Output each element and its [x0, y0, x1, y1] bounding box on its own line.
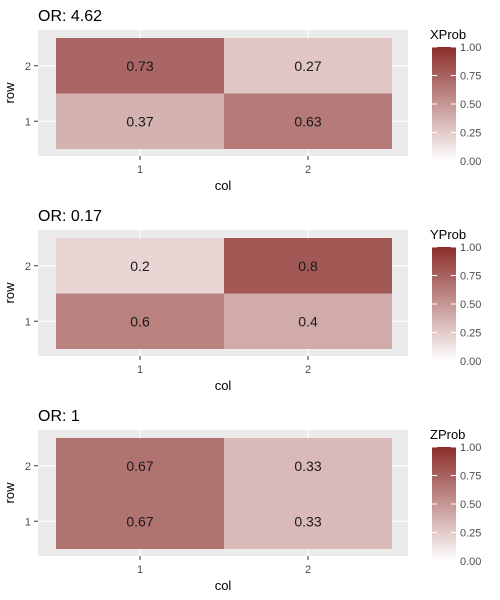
- heatmap-tile: [56, 493, 224, 549]
- chart-title: OR: 1: [38, 408, 80, 425]
- legend-tick-label: 0.25: [460, 328, 481, 340]
- x-tick-label: 2: [305, 564, 311, 576]
- x-tick-label: 2: [305, 164, 311, 176]
- legend-tick-label: 1.00: [460, 442, 481, 454]
- legend-tick-label: 0.25: [460, 128, 481, 140]
- heatmap-panel: OR: 1 0.67 0.33 0.67 0.33 1 2 1 2 col row ZProb 0.00…: [2, 408, 481, 593]
- x-axis-title: col: [215, 578, 232, 593]
- tile-value-label: 0.37: [126, 113, 153, 129]
- color-legend: YProb 0.00 0.25 0.50 0.75 1.00: [430, 227, 481, 368]
- y-tick-label: 1: [25, 116, 31, 128]
- legend-tick-label: 0.50: [460, 499, 481, 511]
- legend-tick-label: 0.00: [460, 556, 481, 568]
- legend-tick-label: 0.25: [460, 528, 481, 540]
- x-axis-title: col: [215, 378, 232, 393]
- legend-tick-label: 0.75: [460, 71, 481, 83]
- y-axis-title: row: [2, 282, 17, 304]
- y-tick-label: 2: [25, 461, 31, 473]
- heatmap-tile: [224, 438, 392, 494]
- tile-value-label: 0.8: [298, 258, 318, 274]
- color-legend: ZProb 0.00 0.25 0.50 0.75 1.00: [430, 427, 481, 568]
- legend-tick-label: 0.50: [460, 299, 481, 311]
- heatmap-tile: [56, 38, 224, 94]
- heatmap-tile: [224, 238, 392, 294]
- x-tick-label: 1: [137, 564, 143, 576]
- heatmap-tile: [224, 293, 392, 349]
- heatmap-tile: [224, 93, 392, 149]
- heatmap-panel: OR: 4.62 0.73 0.27 0.37 0.63 1 2 1 2 col row XProb 0…: [2, 8, 481, 193]
- heatmap-panel: OR: 0.17 0.2 0.8 0.6 0.4 1 2 1 2 col row YProb 0.00 0…: [2, 208, 481, 393]
- legend-title: YProb: [430, 227, 466, 242]
- y-axis-title: row: [2, 482, 17, 504]
- heatmap-tile: [56, 93, 224, 149]
- tile-value-label: 0.67: [126, 458, 153, 474]
- tile-value-label: 0.4: [298, 313, 318, 329]
- heatmap-tile: [224, 493, 392, 549]
- legend-tick-label: 1.00: [460, 242, 481, 254]
- x-axis-title: col: [215, 178, 232, 193]
- x-tick-label: 1: [137, 364, 143, 376]
- chart-title: OR: 0.17: [38, 208, 102, 225]
- heatmap-tile: [224, 38, 392, 94]
- tile-value-label: 0.63: [294, 113, 321, 129]
- legend-tick-label: 0.75: [460, 271, 481, 283]
- legend-title: ZProb: [430, 427, 465, 442]
- heatmap-tile: [56, 438, 224, 494]
- tile-value-label: 0.2: [130, 258, 150, 274]
- tile-value-label: 0.67: [126, 513, 153, 529]
- chart-title: OR: 4.62: [38, 8, 102, 25]
- legend-tick-label: 0.00: [460, 356, 481, 368]
- tile-value-label: 0.6: [130, 313, 150, 329]
- heatmap-tile: [56, 238, 224, 294]
- legend-tick-label: 0.75: [460, 471, 481, 483]
- legend-tick-label: 1.00: [460, 42, 481, 54]
- legend-tick-label: 0.50: [460, 99, 481, 111]
- color-legend: XProb 0.00 0.25 0.50 0.75 1.00: [430, 27, 481, 168]
- x-tick-label: 1: [137, 164, 143, 176]
- x-tick-label: 2: [305, 364, 311, 376]
- heatmap-tile: [56, 293, 224, 349]
- tile-value-label: 0.33: [294, 513, 321, 529]
- y-tick-label: 1: [25, 516, 31, 528]
- y-axis-title: row: [2, 82, 17, 104]
- legend-tick-label: 0.00: [460, 156, 481, 168]
- y-tick-label: 2: [25, 61, 31, 73]
- tile-value-label: 0.73: [126, 58, 153, 74]
- y-tick-label: 1: [25, 316, 31, 328]
- tile-value-label: 0.33: [294, 458, 321, 474]
- legend-title: XProb: [430, 27, 466, 42]
- tile-value-label: 0.27: [294, 58, 321, 74]
- y-tick-label: 2: [25, 261, 31, 273]
